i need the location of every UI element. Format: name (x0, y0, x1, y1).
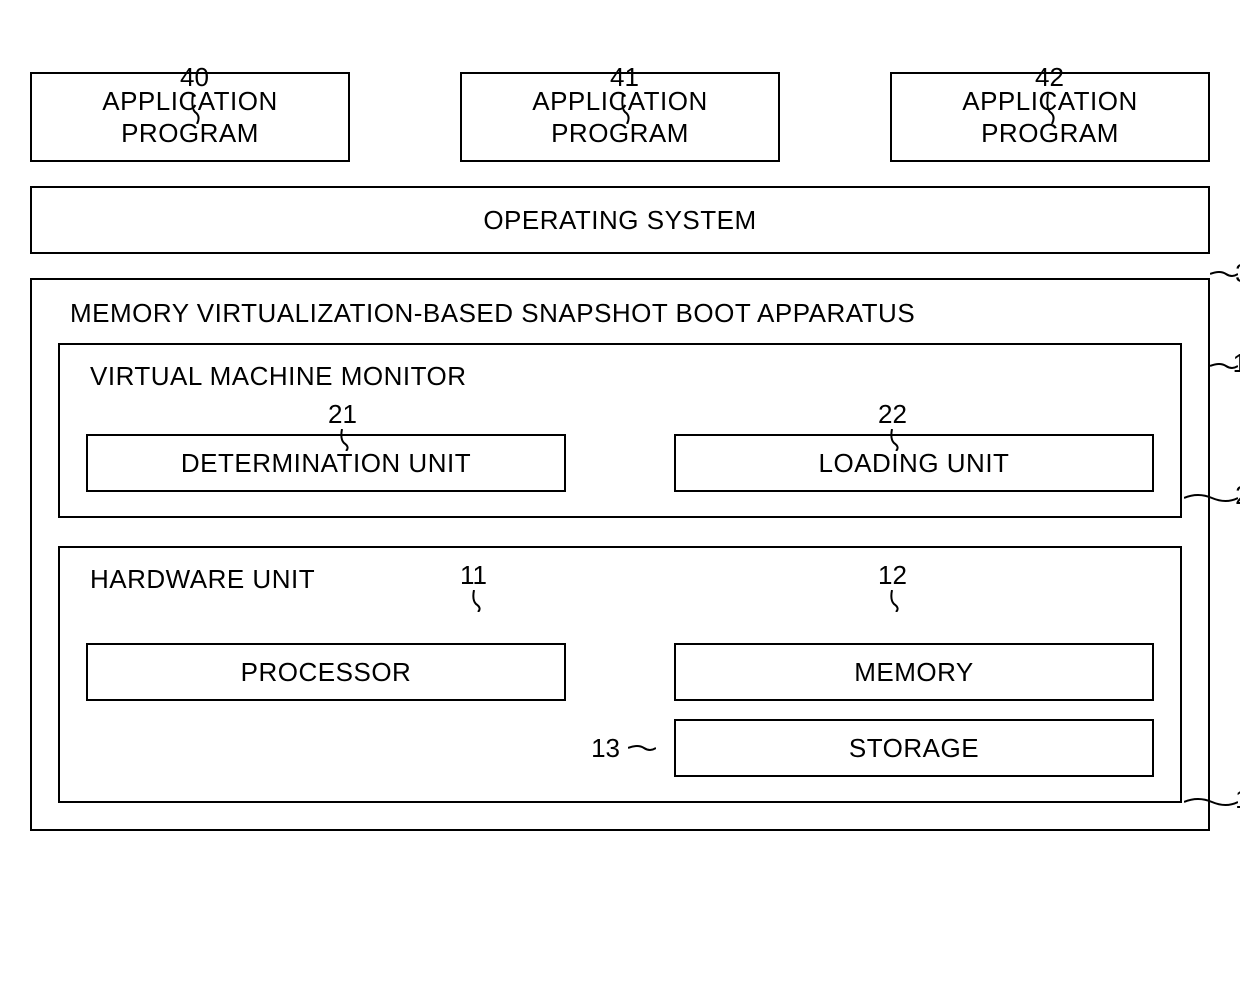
vmm-title: VIRTUAL MACHINE MONITOR (86, 361, 1154, 392)
connector-tick (1210, 356, 1238, 376)
ref-42: 42 (1035, 62, 1064, 93)
connector-tick (1184, 488, 1238, 508)
memory-box: MEMORY (674, 643, 1154, 701)
ref-22: 22 (878, 399, 907, 430)
vmm-row: DETERMINATION UNIT LOADING UNIT (86, 434, 1154, 492)
connector-tick (187, 94, 215, 124)
det-label: DETERMINATION UNIT (181, 448, 471, 479)
loading-unit-box: LOADING UNIT (674, 434, 1154, 492)
apparatus-title: MEMORY VIRTUALIZATION-BASED SNAPSHOT BOO… (58, 298, 1182, 329)
hw-row2: 13 STORAGE (86, 719, 1154, 777)
processor-box: PROCESSOR (86, 643, 566, 701)
ref-13: 13 (591, 733, 620, 764)
vmm-box: VIRTUAL MACHINE MONITOR 21 22 DETERMINAT… (58, 343, 1182, 518)
load-label: LOADING UNIT (819, 448, 1010, 479)
ref-40: 40 (180, 62, 209, 93)
connector-tick (468, 590, 496, 612)
hw-title: HARDWARE UNIT (86, 564, 315, 595)
mem-label: MEMORY (854, 657, 974, 688)
proc-label: PROCESSOR (241, 657, 412, 688)
architecture-diagram: 40 41 42 APPLICATION PROGRAM APPLICATION… (30, 72, 1210, 831)
ref-21: 21 (328, 399, 357, 430)
ref-41: 41 (610, 62, 639, 93)
os-label: OPERATING SYSTEM (483, 205, 756, 236)
connector-tick (617, 94, 645, 124)
ref-11: 11 (460, 560, 487, 591)
connector-tick (336, 429, 364, 451)
connector-tick (628, 738, 656, 758)
connector-tick (1184, 792, 1238, 812)
os-box: OPERATING SYSTEM (30, 186, 1210, 254)
ref-12: 12 (878, 560, 907, 591)
stor-label: STORAGE (849, 733, 979, 764)
hardware-box: HARDWARE UNIT 11 12 PROCESSOR MEMORY 13 … (58, 546, 1182, 803)
connector-tick (886, 590, 914, 612)
connector-tick (1210, 264, 1238, 284)
storage-box: STORAGE (674, 719, 1154, 777)
apparatus-box: MEMORY VIRTUALIZATION-BASED SNAPSHOT BOO… (30, 278, 1210, 831)
determination-unit-box: DETERMINATION UNIT (86, 434, 566, 492)
connector-tick (886, 429, 914, 451)
connector-tick (1042, 94, 1070, 124)
hw-row1: PROCESSOR MEMORY (86, 643, 1154, 701)
